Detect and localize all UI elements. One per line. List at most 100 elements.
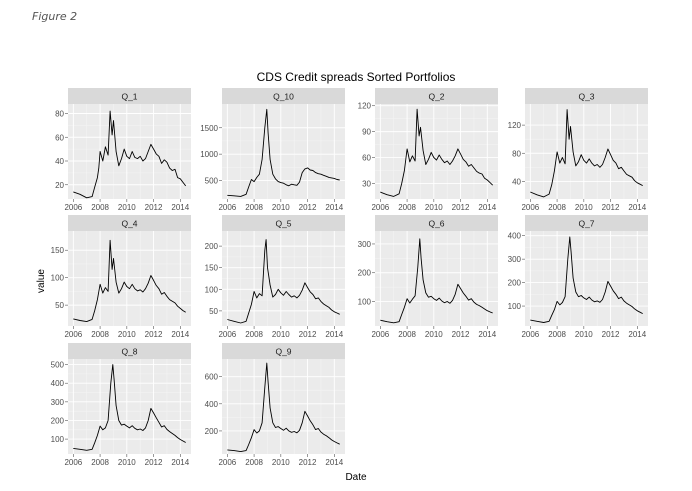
y-tick-label: 80 [512,149,521,158]
x-tick-label: 2014 [628,203,646,212]
x-tick-label: 2014 [171,203,189,212]
panel-strip [375,88,498,104]
y-tick-label: 40 [55,157,64,166]
panel-strip [525,88,648,104]
panel-strip-label: Q_5 [275,219,291,229]
panel-q-2: Q_2 2006 2008 2010 2012 2014 30 60 90 120 [358,88,498,212]
panel-q-10: Q_10 2006 2008 2010 2012 2014 500 1000 1500 [200,88,345,212]
y-tick-label: 90 [362,128,371,137]
x-tick-label: 2006 [64,203,82,212]
x-tick-label: 2006 [64,458,82,467]
panel-strip [68,343,191,359]
x-tick-label: 2006 [218,458,236,467]
x-tick-label: 2010 [425,203,443,212]
x-tick-label: 2010 [575,203,593,212]
x-tick-label: 2006 [218,330,236,339]
figure-caption: Figure 2 [32,10,78,23]
x-tick-label: 2006 [521,203,539,212]
x-tick-label: 2012 [145,458,163,467]
x-tick-label: 2014 [325,203,343,212]
panel-strip [68,88,191,104]
panel-grid: Q_1 2006 2008 2010 2012 2014 20 40 60 80 Q_10 2006 2… [51,88,648,467]
panel-strip-label: Q_8 [121,347,137,357]
series-line [380,108,494,197]
x-tick-label: 2008 [245,330,263,339]
x-tick-label: 2014 [171,458,189,467]
series-line [227,239,340,324]
y-tick-label: 60 [362,154,371,163]
x-tick-label: 2010 [575,330,593,339]
x-tick-label: 2010 [118,203,136,212]
y-tick-label: 60 [55,133,64,142]
panel-strip-label: Q_4 [121,219,137,229]
panel-q-7: Q_7 2006 2008 2010 2012 2014 100 200 300 400 [508,215,648,339]
y-tick-label: 80 [55,110,64,119]
panel-background [525,231,648,326]
panel-background [375,231,498,326]
y-tick-label: 100 [205,285,219,294]
y-tick-label: 100 [51,435,65,444]
panel-strip [222,343,345,359]
panel-background [68,231,191,326]
x-tick-label: 2006 [371,203,389,212]
x-tick-label: 2006 [218,203,236,212]
x-tick-label: 2010 [272,203,290,212]
x-tick-label: 2012 [299,203,317,212]
panel-q-8: Q_8 2006 2008 2010 2012 2014 100 200 300 400 500 [51,343,191,467]
panel-strip [222,88,345,104]
x-tick-label: 2008 [398,203,416,212]
panel-strip-label: Q_7 [578,219,594,229]
panel-strip-label: Q_6 [428,219,444,229]
series-line [73,364,186,451]
panel-background [222,359,345,454]
y-tick-label: 200 [205,427,219,436]
x-tick-label: 2008 [398,330,416,339]
panel-q-4: Q_4 2006 2008 2010 2012 2014 50 100 150 [51,215,191,339]
panel-strip [222,215,345,231]
y-tick-label: 200 [358,269,372,278]
y-tick-label: 50 [209,307,218,316]
x-tick-label: 2014 [171,330,189,339]
x-tick-label: 2014 [628,330,646,339]
series-line [530,236,643,323]
y-tick-label: 400 [51,379,65,388]
x-tick-label: 2010 [118,330,136,339]
y-tick-label: 200 [508,279,522,288]
y-tick-label: 50 [55,301,64,310]
x-tick-label: 2012 [602,203,620,212]
chart-title: CDS Credit spreads Sorted Portfolios [257,70,456,84]
x-tick-label: 2008 [548,330,566,339]
y-tick-label: 600 [205,373,219,382]
series-line [227,362,340,453]
x-tick-label: 2012 [452,203,470,212]
series-line [73,110,187,199]
x-tick-label: 2012 [145,330,163,339]
panel-background [222,104,345,199]
series-line [380,238,493,324]
panel-q-5: Q_5 2006 2008 2010 2012 2014 50 100 150 200 [205,215,345,339]
x-tick-label: 2012 [452,330,470,339]
series-line [227,108,340,197]
x-tick-label: 2012 [145,203,163,212]
panel-background [68,104,191,199]
series-line [530,109,643,198]
y-tick-label: 30 [362,179,371,188]
series-line [73,239,186,323]
x-tick-label: 2012 [299,330,317,339]
x-tick-label: 2014 [478,330,496,339]
y-axis-label: value [36,269,47,293]
panel-strip [375,215,498,231]
y-tick-label: 400 [205,400,219,409]
panel-strip-label: Q_9 [275,347,291,357]
y-tick-label: 200 [205,242,219,251]
y-tick-label: 300 [508,255,522,264]
y-tick-label: 20 [55,181,64,190]
x-axis-label: Date [345,472,367,483]
x-tick-label: 2012 [299,458,317,467]
x-tick-label: 2008 [91,458,109,467]
y-tick-label: 40 [512,177,521,186]
panel-q-3: Q_3 2006 2008 2010 2012 2014 40 80 120 [508,88,648,212]
y-tick-label: 1500 [200,124,218,133]
y-tick-label: 500 [51,361,65,370]
